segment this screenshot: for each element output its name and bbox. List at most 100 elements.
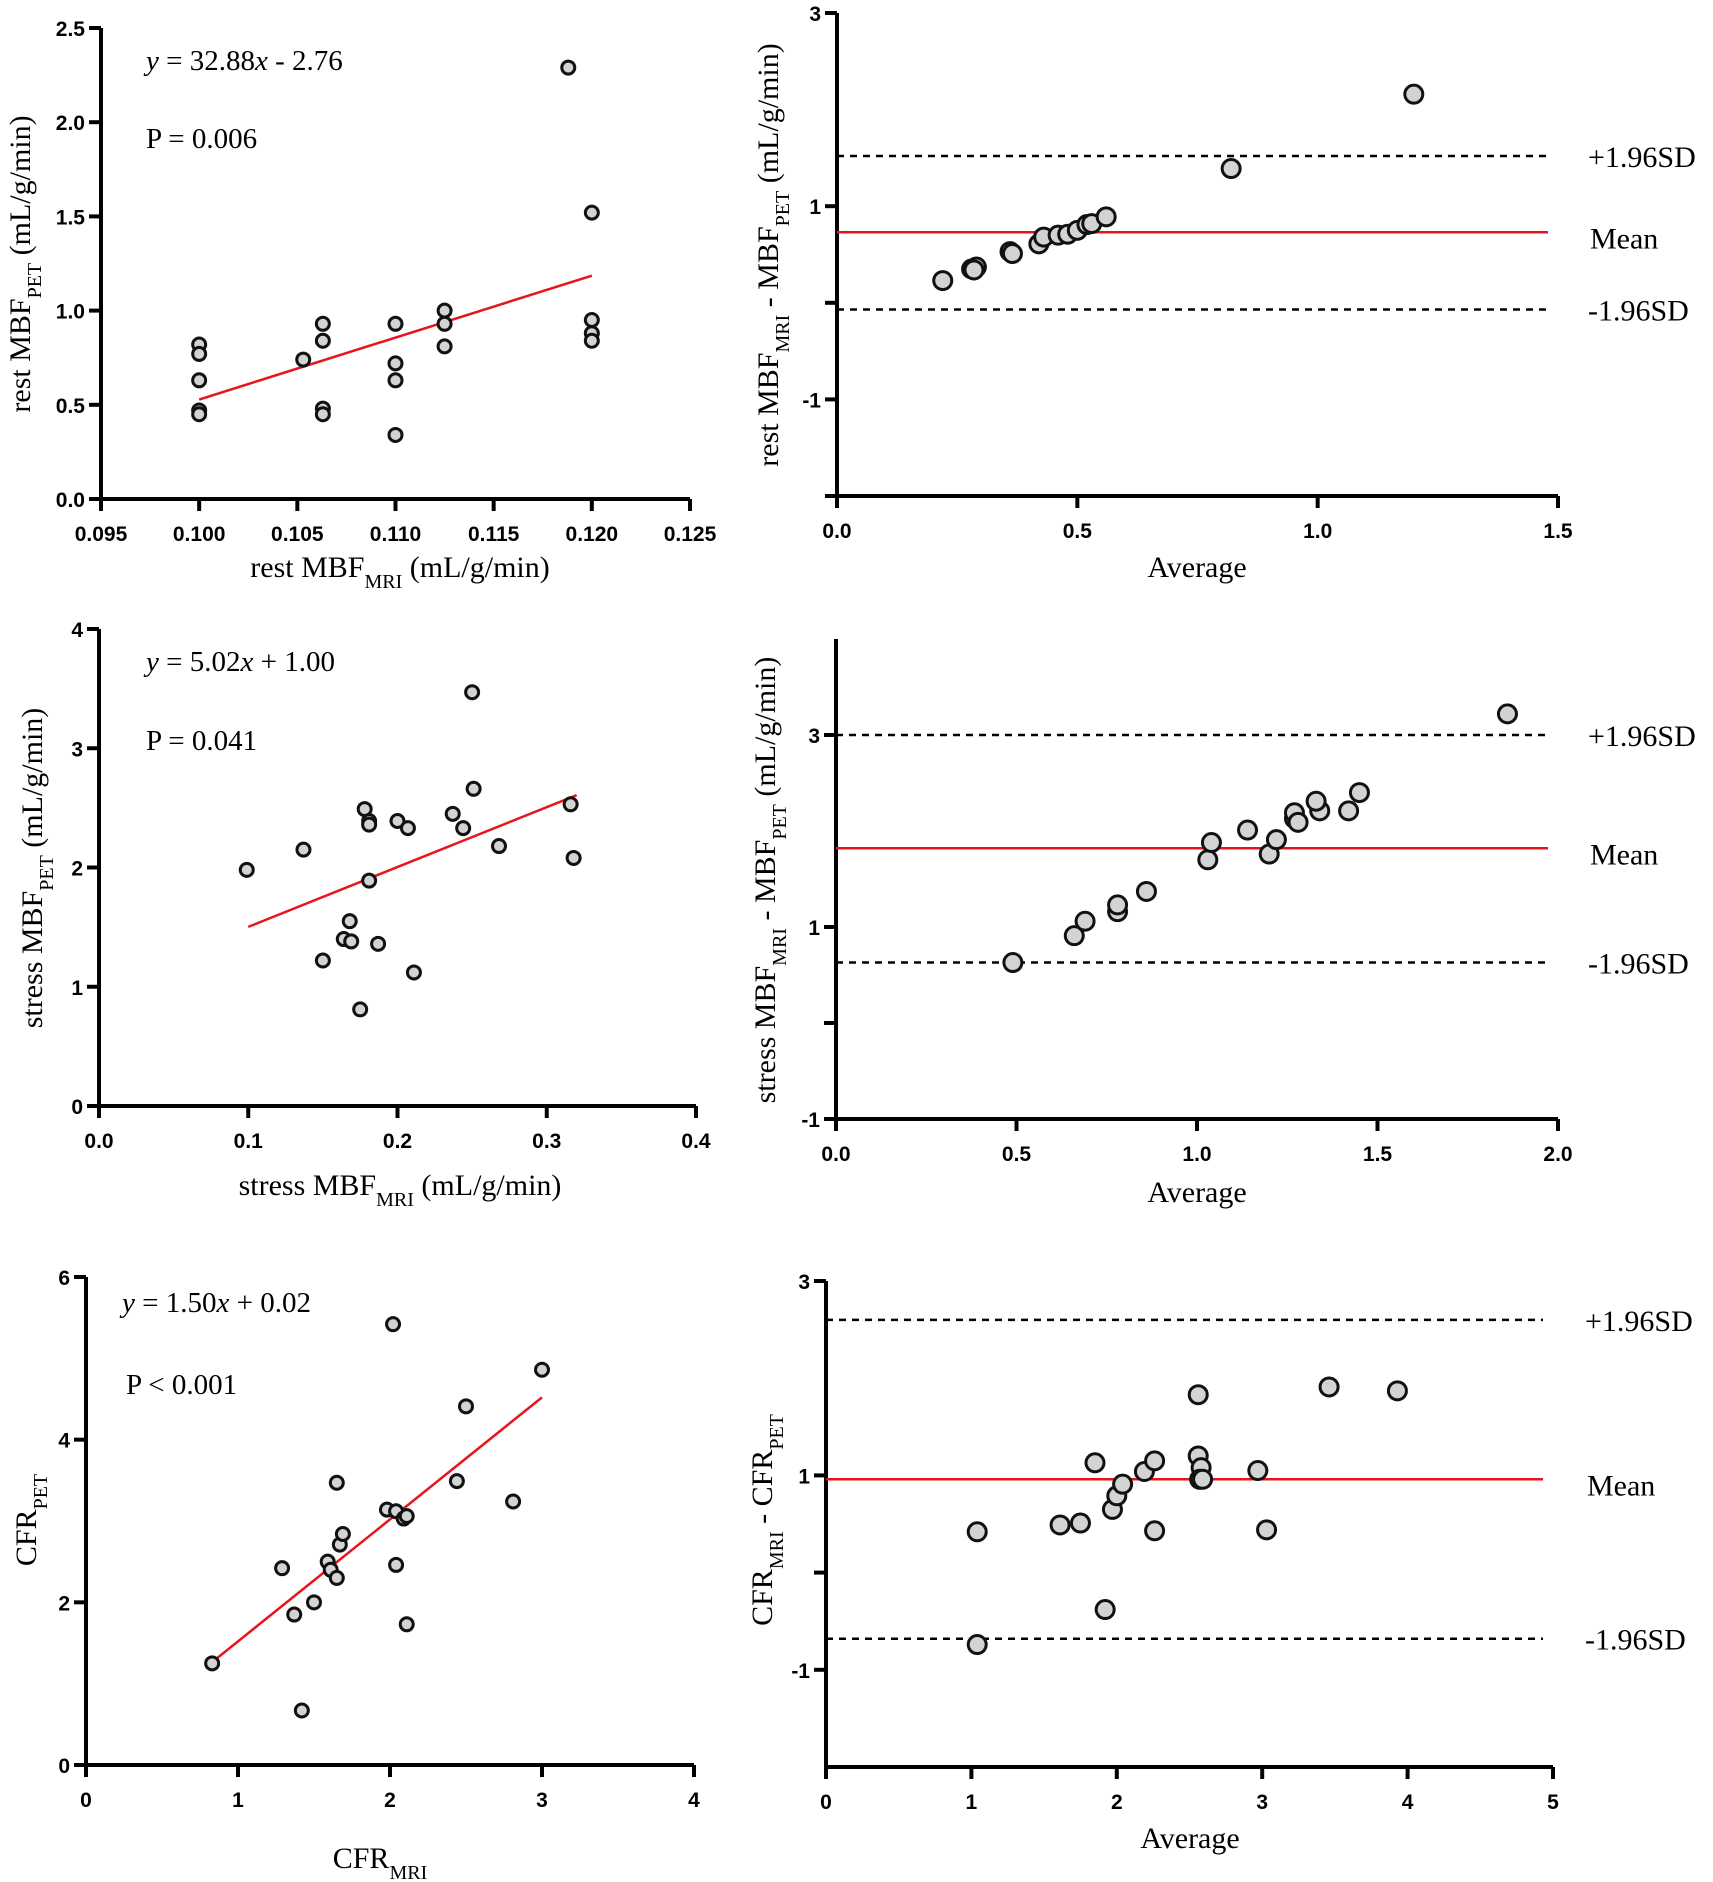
data-point (387, 426, 404, 443)
regression-line (198, 274, 593, 401)
x-tick-label: 0.110 (370, 523, 421, 546)
upper-limit-label: +1.96SD (1588, 141, 1696, 174)
label-segment: (mL/g/min) (749, 657, 782, 804)
data-point (534, 1361, 550, 1378)
label-segment: rest MBF (4, 298, 37, 412)
data-point (385, 1316, 402, 1333)
data-point (1144, 1450, 1166, 1472)
label-segment: + 0.02 (229, 1287, 311, 1319)
y-tick-label: 3 (808, 725, 820, 748)
data-point (1403, 83, 1425, 105)
regression-line (211, 1396, 543, 1664)
data-point (314, 332, 331, 349)
data-point (352, 1001, 369, 1018)
data-point (293, 1702, 310, 1719)
data-point (436, 315, 453, 332)
x-tick-label: 1 (966, 1791, 978, 1814)
data-point (191, 372, 208, 389)
subscript: PET (24, 263, 46, 299)
data-point (505, 1493, 522, 1510)
x-tick-label: 5 (1547, 1791, 1559, 1814)
label-segment: stress MBF (16, 891, 49, 1029)
data-point (1318, 1376, 1340, 1398)
data-point (1247, 1460, 1269, 1482)
regression-line (247, 794, 578, 929)
data-point (405, 964, 422, 981)
regression-equation: y = 1.50x + 0.02 (119, 1287, 311, 1319)
data-point (1094, 1599, 1116, 1621)
x-tick-label: 0.105 (271, 523, 324, 546)
panel-4-bland-altman: 0.0 0.5 1.0 1.5 2.0 3 1 -1 Average stress MBFMRI … (749, 639, 1696, 1209)
data-point (286, 1606, 303, 1623)
data-point (1074, 910, 1096, 932)
data-point (1496, 703, 1518, 725)
y-tick-label: 2.0 (56, 112, 85, 135)
y-tick-label: 3 (798, 1271, 810, 1294)
x-tick-label: 0.0 (822, 520, 851, 543)
data-point (966, 1521, 988, 1543)
data-point (295, 351, 312, 368)
mean-label: Mean (1590, 838, 1658, 871)
subscript: PET (766, 1414, 788, 1450)
label-segment: - MBF (749, 840, 782, 928)
data-point (387, 315, 404, 332)
y-tick-label: 2 (58, 1592, 70, 1615)
y-tick-label: 4 (71, 619, 83, 642)
data-point (1135, 880, 1157, 902)
x-axis-title: Average (1147, 1176, 1246, 1209)
data-point (361, 872, 378, 889)
data-point (314, 315, 331, 332)
label-segment: = 5.02 (159, 646, 241, 678)
x-axis-title: rest MBFMRI (mL/g/min) (250, 551, 549, 593)
label-segment: CFR (333, 1842, 390, 1875)
x-tick-label: 0.0 (821, 1143, 850, 1166)
data-point (1187, 1384, 1209, 1406)
data-point (583, 204, 600, 221)
x-tick-label: 1.5 (1543, 520, 1573, 543)
data-point (1001, 243, 1023, 265)
mean-label: Mean (1590, 222, 1658, 255)
data-point (562, 796, 579, 813)
y-tick-label: -1 (802, 389, 821, 412)
y-axis-title: CFRPET (10, 1474, 52, 1566)
label-segment: x (239, 646, 253, 678)
y-axis-title: rest MBFPET (mL/g/min) (4, 115, 46, 412)
label-segment: Average (1140, 1822, 1239, 1855)
y-tick-label: 0 (58, 1755, 70, 1778)
label-segment: CFR (10, 1509, 43, 1566)
data-point (1144, 1520, 1166, 1542)
data-point (343, 933, 360, 950)
data-point (1002, 952, 1024, 974)
data-point (306, 1594, 322, 1611)
subscript: MRI (766, 1531, 788, 1569)
data-point (1338, 800, 1360, 822)
x-tick-label: 0 (80, 1789, 92, 1812)
data-point (932, 270, 954, 292)
subscript: MRI (376, 1189, 414, 1211)
y-tick-label: 2.5 (56, 18, 86, 41)
x-tick-label: 0.4 (681, 1130, 711, 1153)
data-point (191, 406, 208, 423)
data-point (490, 838, 507, 855)
subscript: MRI (772, 315, 794, 353)
data-point (465, 780, 482, 797)
subscript: MRI (769, 928, 791, 966)
x-tick-label: 2 (1111, 1791, 1123, 1814)
data-point (389, 812, 406, 829)
subscript: MRI (389, 1862, 427, 1882)
upper-limit-label: +1.96SD (1588, 720, 1696, 753)
lower-limit-label: -1.96SD (1585, 1624, 1686, 1657)
x-axis-title: Average (1140, 1822, 1239, 1855)
label-segment: (mL/g/min) (414, 1169, 561, 1202)
x-tick-label: 0.120 (566, 523, 619, 546)
lower-limit-label: -1.96SD (1588, 295, 1689, 328)
x-tick-label: 0.5 (1063, 520, 1093, 543)
data-point (328, 1474, 345, 1491)
data-point (1265, 829, 1287, 851)
label-segment: x (254, 45, 268, 77)
x-tick-label: 0.095 (75, 523, 128, 546)
x-tick-label: 1.0 (1303, 520, 1332, 543)
data-point (370, 935, 387, 952)
label-segment: y (143, 646, 159, 678)
